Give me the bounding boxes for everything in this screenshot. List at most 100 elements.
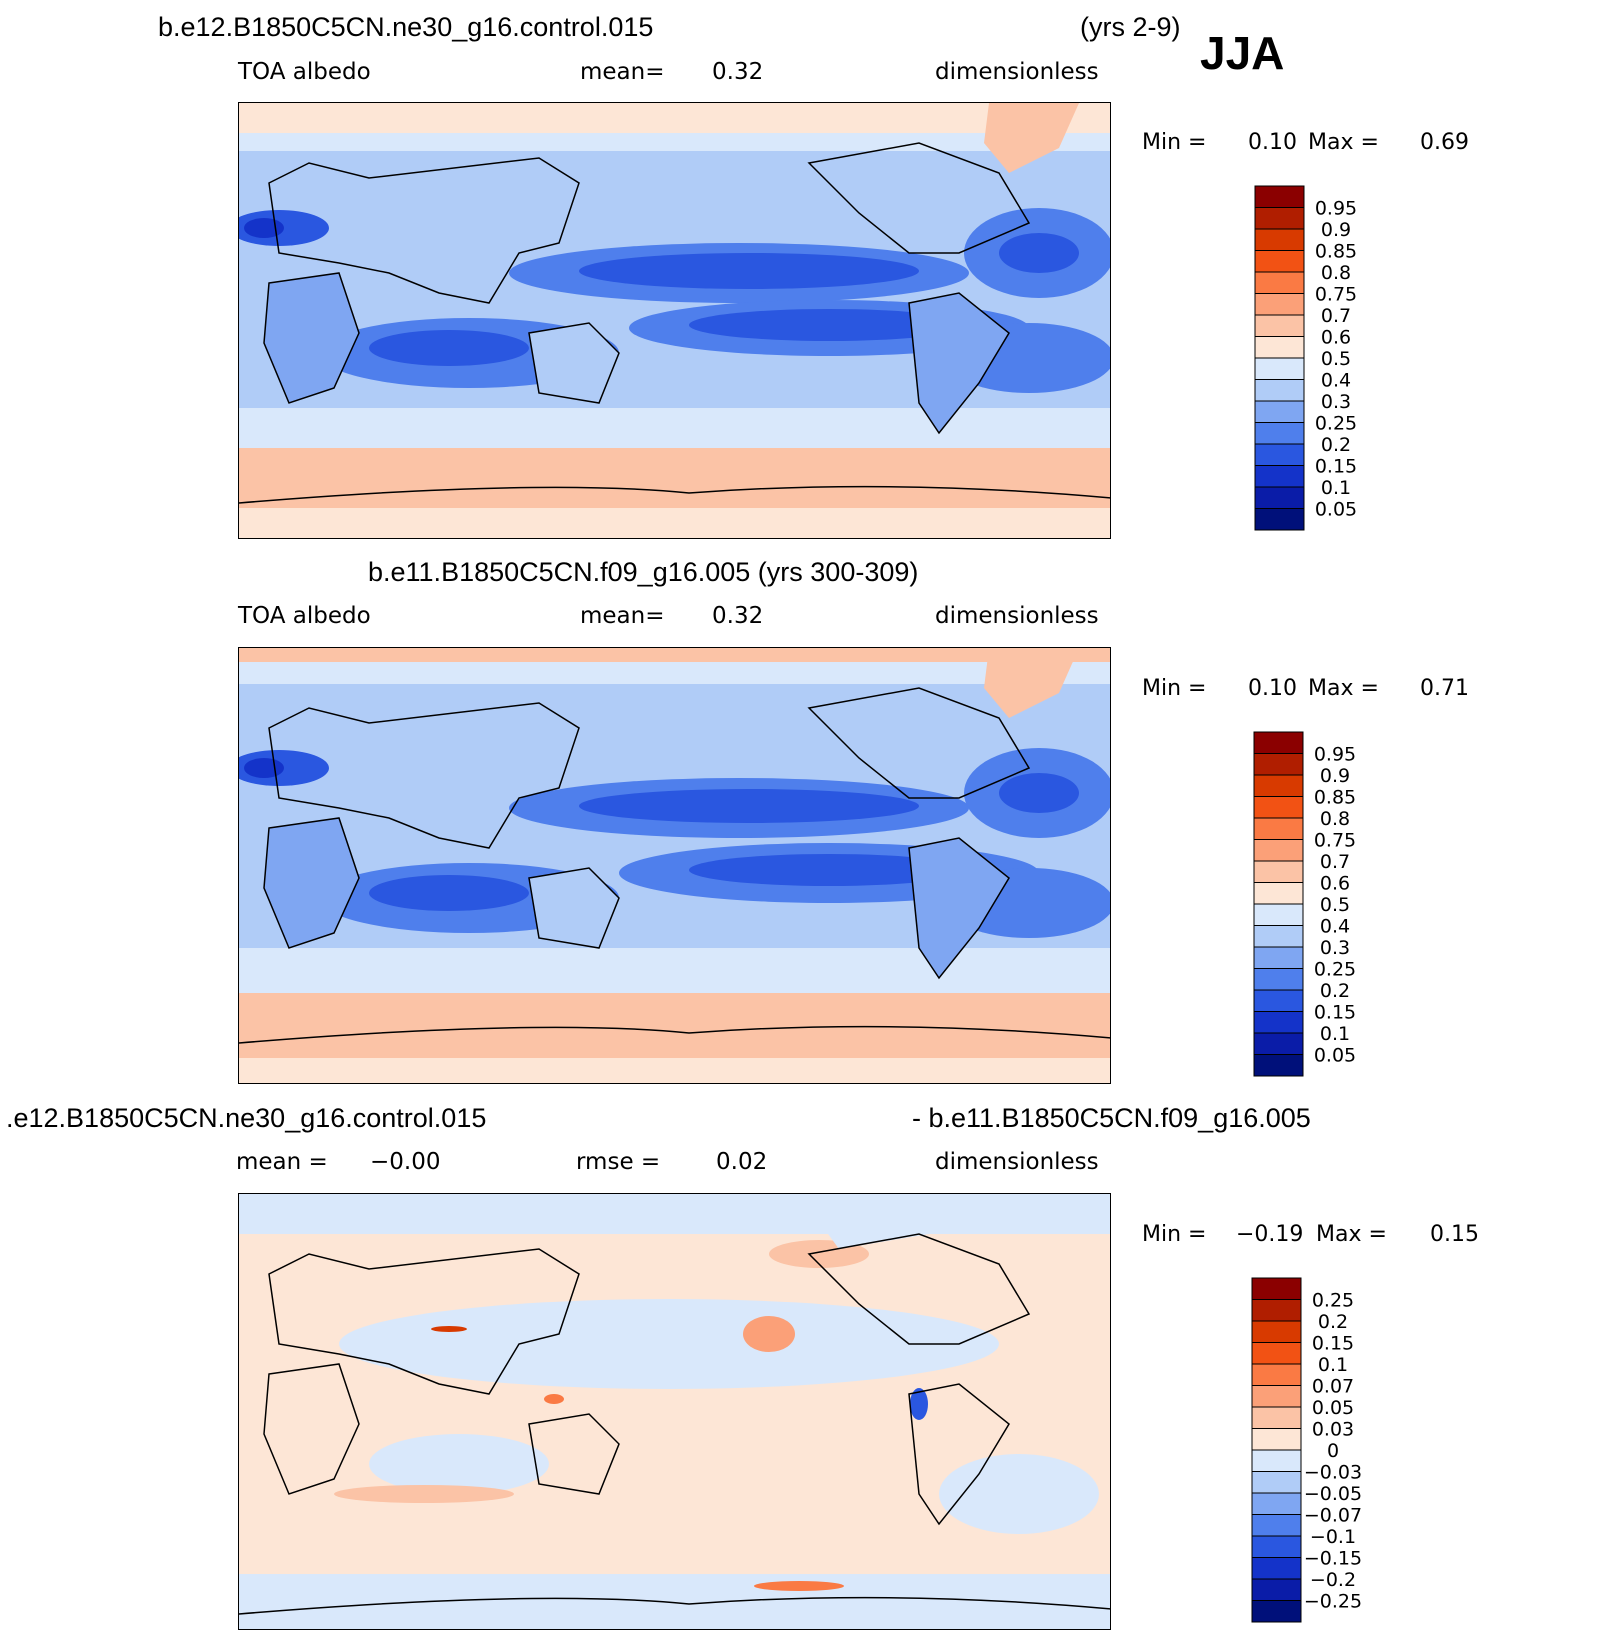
panel-3-title-right: - b.e11.B1850C5CN.f09_g16.005 — [912, 1103, 1311, 1133]
colorbar-swatch — [1254, 336, 1305, 359]
panel-3-mean-label: mean = — [236, 1149, 328, 1175]
panel-2-variable: TOA albedo — [238, 603, 371, 629]
panel-1-variable: TOA albedo — [238, 59, 371, 85]
colorbar-tick-label: −0.1 — [1310, 1526, 1356, 1548]
colorbar-swatch — [1253, 882, 1304, 905]
panel-2-min-value: 0.10 — [1248, 676, 1297, 701]
panel-2-title: b.e11.B1850C5CN.f09_g16.005 (yrs 300-309… — [368, 557, 919, 587]
colorbar-tick-label: 0.15 — [1312, 1333, 1354, 1355]
colorbar-swatch — [1254, 293, 1305, 316]
colorbar-swatch — [1253, 839, 1304, 862]
panel-2-map — [238, 647, 1111, 1084]
colorbar-swatch — [1253, 925, 1304, 948]
colorbar-tick-label: 0.1 — [1320, 1023, 1350, 1045]
colorbar-swatch — [1253, 774, 1304, 797]
colorbar-swatch — [1254, 250, 1305, 273]
colorbar-swatch — [1253, 817, 1304, 840]
colorbar-tick-label: 0.07 — [1312, 1376, 1354, 1398]
colorbar-swatch — [1254, 314, 1305, 337]
colorbar-swatch — [1251, 1535, 1302, 1558]
colorbar-tick-label: 0.03 — [1312, 1419, 1354, 1441]
colorbar-tick-label: 0.95 — [1315, 198, 1357, 220]
panel-2-colorbar: 0.95 0.9 0.85 0.8 0.75 0.7 0.6 0.5 0.4 0.3 0.25 0.2… — [1253, 731, 1394, 1080]
colorbar-swatch — [1251, 1514, 1302, 1537]
panel-1-colorbar: 0.95 0.9 0.85 0.8 0.75 0.7 0.6 0.5 0.4 0.3 0.25 0.2… — [1254, 185, 1395, 534]
colorbar-tick-label: 0 — [1327, 1440, 1339, 1462]
panel-3-mean-value: −0.00 — [370, 1149, 441, 1175]
colorbar-tick-label: 0.8 — [1321, 262, 1351, 284]
colorbar-swatch — [1251, 1449, 1302, 1472]
panel-2-map-plot — [239, 648, 1110, 1083]
panel-1-min-value: 0.10 — [1248, 130, 1297, 155]
colorbar-tick-label: 0.15 — [1314, 1002, 1356, 1024]
colorbar-tick-label: 0.7 — [1321, 305, 1351, 327]
colorbar-swatch — [1251, 1406, 1302, 1429]
colorbar-tick-label: −0.2 — [1310, 1569, 1356, 1591]
panel-1-min-label: Min = — [1142, 130, 1207, 155]
panel-3-map-plot — [239, 1194, 1110, 1629]
colorbar-tick-label: 0.4 — [1320, 916, 1350, 938]
panel-3-colorbar: 0.25 0.2 0.15 0.1 0.07 0.05 0.03 0 −0.03 −0.05 −0.… — [1251, 1277, 1392, 1626]
colorbar-swatch — [1254, 379, 1305, 402]
colorbar-tick-label: −0.05 — [1304, 1483, 1362, 1505]
colorbar-swatch — [1253, 989, 1304, 1012]
colorbar-swatch — [1251, 1600, 1302, 1623]
colorbar-swatch — [1254, 422, 1305, 445]
colorbar-tick-label: 0.85 — [1314, 787, 1356, 809]
colorbar-swatch — [1254, 185, 1305, 208]
panel-3-units: dimensionless — [935, 1149, 1099, 1175]
colorbar-swatch — [1253, 1032, 1304, 1055]
colorbar-tick-label: 0.85 — [1315, 241, 1357, 263]
colorbar-tick-label: 0.2 — [1318, 1311, 1348, 1333]
colorbar-tick-label: 0.3 — [1321, 391, 1351, 413]
colorbar-swatch — [1254, 486, 1305, 509]
colorbar-tick-label: 0.95 — [1314, 744, 1356, 766]
panel-1-units: dimensionless — [935, 59, 1099, 85]
colorbar-swatch — [1251, 1471, 1302, 1494]
colorbar-tick-label: 0.2 — [1320, 980, 1350, 1002]
panel-1-title-left: b.e12.B1850C5CN.ne30_g16.control.015 — [158, 12, 654, 42]
colorbar-tick-label: 0.8 — [1320, 808, 1350, 830]
colorbar-swatch — [1254, 443, 1305, 466]
colorbar-swatch — [1253, 968, 1304, 991]
colorbar-tick-label: 0.75 — [1315, 284, 1357, 306]
colorbar-swatch — [1253, 753, 1304, 776]
colorbar-tick-label: 0.5 — [1320, 894, 1350, 916]
season-label: JJA — [1200, 27, 1285, 79]
colorbar-swatch — [1254, 228, 1305, 251]
panel-1-max-label: Max = — [1308, 130, 1379, 155]
colorbar-tick-label: 0.3 — [1320, 937, 1350, 959]
colorbar-swatch — [1254, 465, 1305, 488]
colorbar-swatch — [1254, 271, 1305, 294]
panel-3-rmse-value: 0.02 — [716, 1149, 768, 1175]
panel-3-max-label: Max = — [1316, 1222, 1387, 1247]
colorbar-tick-label: 0.7 — [1320, 851, 1350, 873]
colorbar-swatch — [1251, 1428, 1302, 1451]
panel-2-max-value: 0.71 — [1420, 676, 1469, 701]
panel-1-max-value: 0.69 — [1420, 130, 1469, 155]
colorbar-swatch — [1253, 731, 1304, 754]
colorbar-tick-label: 0.05 — [1312, 1397, 1354, 1419]
colorbar-swatch — [1253, 946, 1304, 969]
colorbar-swatch — [1251, 1342, 1302, 1365]
panel-3-min-value: −0.19 — [1236, 1222, 1304, 1247]
panel-3-min-label: Min = — [1142, 1222, 1207, 1247]
colorbar-svg: 0.250.20.150.10.070.050.030−0.03−0.05−0.… — [1251, 1277, 1362, 1623]
panel-2-mean-value: 0.32 — [712, 603, 764, 629]
colorbar-tick-label: −0.25 — [1304, 1591, 1362, 1613]
colorbar-tick-label: −0.07 — [1304, 1505, 1362, 1527]
panel-1-mean-value: 0.32 — [712, 59, 764, 85]
colorbar-swatch — [1251, 1578, 1302, 1601]
colorbar-swatch — [1254, 508, 1305, 531]
colorbar-swatch — [1251, 1557, 1302, 1580]
colorbar-tick-label: 0.1 — [1321, 477, 1351, 499]
colorbar-swatch — [1253, 1011, 1304, 1034]
panel-2-min-label: Min = — [1142, 676, 1207, 701]
panel-1-map-plot — [239, 103, 1110, 538]
colorbar-swatch — [1251, 1320, 1302, 1343]
colorbar-swatch — [1251, 1363, 1302, 1386]
colorbar-swatch — [1251, 1385, 1302, 1408]
colorbar-tick-label: 0.25 — [1314, 959, 1356, 981]
colorbar-tick-label: 0.05 — [1314, 1045, 1356, 1067]
colorbar-swatch — [1254, 207, 1305, 230]
